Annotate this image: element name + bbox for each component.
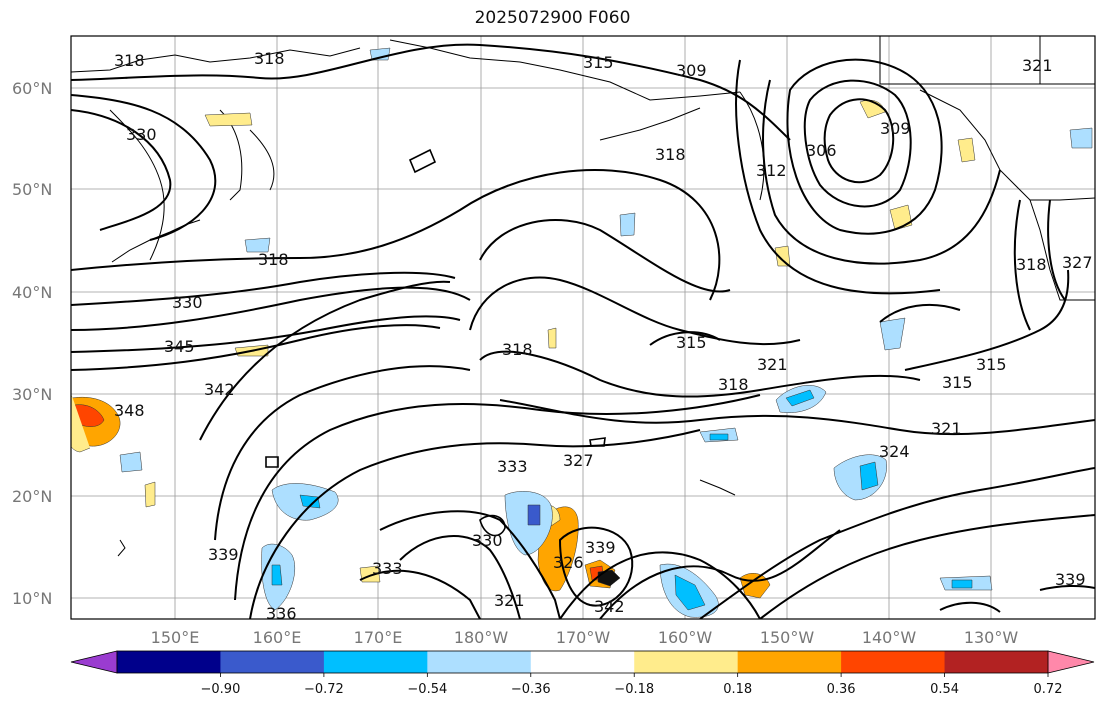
colorbar-segment <box>323 651 428 673</box>
contour-label: 327 <box>563 451 594 470</box>
contour-label: 309 <box>676 61 707 80</box>
contour-label: 318 <box>502 340 533 359</box>
colorbar-segment <box>427 651 532 673</box>
colorbar-segment <box>117 651 221 673</box>
contour-label: 318 <box>258 250 289 269</box>
colorbar-tick-label: −0.18 <box>614 682 654 697</box>
colorbar-segment <box>944 651 1049 673</box>
lon-label: 170°W <box>556 628 611 647</box>
contour-label: 324 <box>879 442 910 461</box>
contour-label: 309 <box>880 119 911 138</box>
contour-label: 333 <box>372 559 403 578</box>
contour-label: 321 <box>931 419 962 438</box>
contour-label: 315 <box>583 53 614 72</box>
contour-label: 318 <box>1016 255 1047 274</box>
contour-label: 348 <box>114 401 145 420</box>
latitude-labels: 60°N 50°N 40°N 30°N 20°N 10°N <box>12 79 52 608</box>
colorbar-tick-label: 0.36 <box>827 682 856 697</box>
colorbar-segment <box>634 651 739 673</box>
contour-label: 342 <box>204 380 235 399</box>
contour-label: 339 <box>1055 570 1086 589</box>
colorbar-tick-label: 0.54 <box>930 682 959 697</box>
lon-label: 180°W <box>454 628 509 647</box>
lat-label: 10°N <box>12 589 52 608</box>
lon-label: 150°E <box>151 628 200 647</box>
lon-label: 160°E <box>253 628 302 647</box>
contour-label: 315 <box>676 333 707 352</box>
contour-label: 318 <box>655 145 686 164</box>
contour-label: 315 <box>942 373 973 392</box>
contour-label: 333 <box>497 457 528 476</box>
contour-label: 330 <box>172 293 203 312</box>
contour-value-labels: 318 318 330 318 330 345 342 348 339 336 … <box>114 49 1093 623</box>
colorbar-tick-label: 0.72 <box>1034 682 1063 697</box>
colorbar-extend-low <box>70 650 118 674</box>
contour-label: 330 <box>472 531 503 550</box>
colorbar-tick-label: −0.36 <box>511 682 551 697</box>
map-title: 2025072900 F060 <box>474 8 631 28</box>
colorbar-tick-label: 0.18 <box>723 682 752 697</box>
colorbar-outline <box>116 650 1049 674</box>
colorbar-extend-high <box>1047 650 1095 674</box>
longitude-labels: 150°E 160°E 170°E 180°W 170°W 160°W 150°… <box>151 628 1019 647</box>
map-border <box>70 35 1096 620</box>
lat-label: 20°N <box>12 487 52 506</box>
contour-label: 326 <box>553 553 584 572</box>
contour-label: 321 <box>494 591 525 610</box>
contour-label: 312 <box>756 161 787 180</box>
lon-label: 130°W <box>964 628 1019 647</box>
gridlines <box>71 36 1095 619</box>
colorbar: −0.90 −0.72 −0.54 −0.36 −0.18 0.18 0.36 0.54 0.7… <box>70 650 1095 697</box>
contour-label: 330 <box>126 125 157 144</box>
colorbar-tick-label: −0.72 <box>304 682 344 697</box>
lon-label: 170°E <box>354 628 403 647</box>
contour-lines <box>71 43 1095 619</box>
lon-label: 140°W <box>862 628 917 647</box>
colorbar-segment <box>737 651 842 673</box>
contour-label: 318 <box>254 49 285 68</box>
contour-label: 321 <box>1022 56 1053 75</box>
contour-label: 327 <box>1062 253 1093 272</box>
contour-label: 339 <box>208 545 239 564</box>
lat-label: 40°N <box>12 283 52 302</box>
lon-label: 160°W <box>658 628 713 647</box>
contour-label: 342 <box>594 597 625 616</box>
contour-label: 339 <box>585 538 616 557</box>
contour-label: 321 <box>757 355 788 374</box>
colorbar-segment <box>841 651 946 673</box>
shading-regions <box>71 47 1093 618</box>
colorbar-tick-label: −0.90 <box>201 682 241 697</box>
contour-label: 345 <box>164 337 195 356</box>
lat-label: 60°N <box>12 79 52 98</box>
lat-label: 30°N <box>12 385 52 404</box>
contour-label: 315 <box>976 355 1007 374</box>
contour-label: 318 <box>718 375 749 394</box>
colorbar-segment <box>220 651 325 673</box>
lon-label: 150°W <box>760 628 815 647</box>
colorbar-segment <box>530 651 635 673</box>
lat-label: 50°N <box>12 180 52 199</box>
colorbar-tick-label: −0.54 <box>407 682 447 697</box>
contour-label: 318 <box>114 51 145 70</box>
contour-label: 336 <box>266 604 297 623</box>
contour-label: 306 <box>806 141 837 160</box>
